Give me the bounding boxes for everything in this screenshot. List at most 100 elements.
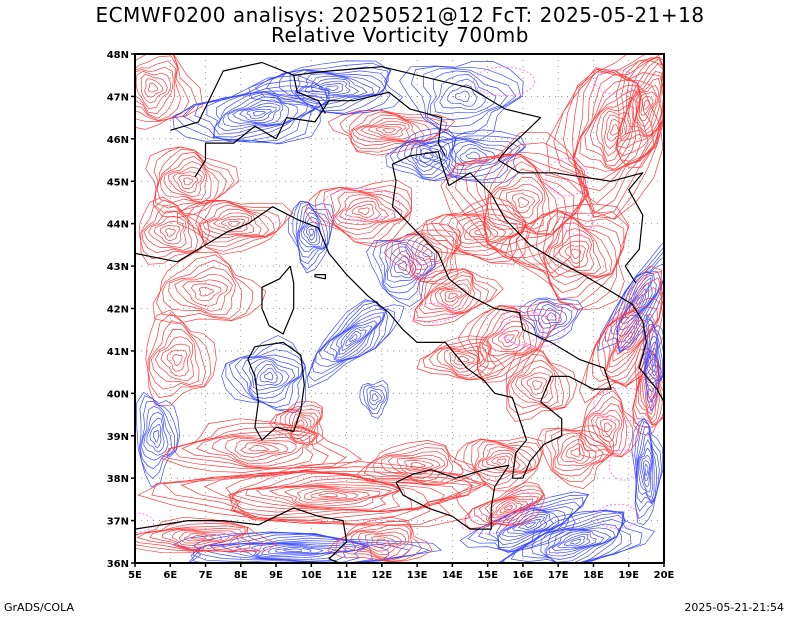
contour-line [300,217,320,246]
contour-line [505,343,577,422]
contour-line [179,531,223,544]
contour-line [635,85,660,128]
contour-line [418,243,438,261]
contour-line [234,439,289,458]
contour-line [182,85,330,143]
contour-line [154,336,194,382]
contour-line [297,207,327,252]
contour-line [499,502,518,513]
contour-line [620,58,664,142]
contour-line [521,372,552,399]
contour-line [643,314,664,412]
contour-line [150,329,200,385]
contour-line [422,339,497,381]
contour-line [572,69,660,192]
contour-line [422,248,433,258]
contour-line [289,69,386,109]
contour-line [254,62,392,116]
contour-line [646,335,660,380]
contour-line [642,460,651,482]
contour-line [228,349,306,408]
contour-line [162,529,239,549]
contour-line [411,236,448,271]
contour-line [492,325,524,350]
zero-contour [460,515,513,534]
contour-line [504,504,513,511]
contour-line [637,439,654,498]
contour-line [225,437,297,462]
contour-line [596,105,635,162]
contour-line [306,299,405,389]
contour-line [298,75,368,99]
contour-line [438,213,524,256]
contour-line [418,148,439,163]
contour-line [544,222,607,278]
contour-line [387,246,423,283]
contour-line [615,256,664,350]
contour-line [556,533,590,549]
contour-line [358,207,370,215]
contour-line [335,320,378,358]
contour-line [178,174,199,189]
contour-line [241,356,300,399]
contour-line [296,487,371,503]
zero-contour [473,66,536,97]
contour-line [160,343,191,377]
coastline [261,265,295,335]
contour-line [525,209,625,306]
contour-line [317,83,344,94]
contour-line [138,196,210,265]
contour-line [457,356,470,363]
contour-line [540,523,619,563]
contour-line [615,57,664,162]
coastline [194,91,446,178]
contour-line [421,196,528,265]
contour-line [279,69,388,112]
contour-line [572,67,664,214]
contour-line [533,300,573,334]
contour-line [433,74,497,115]
contour-line [372,239,435,300]
contour-line [180,471,487,524]
contour-line [606,309,655,374]
contour-line [349,334,358,343]
contour-line [644,318,664,403]
contour-line [149,528,244,550]
contour-line [430,208,527,261]
contour-line [294,71,381,106]
contour-line [384,243,429,288]
contour-line [599,419,617,437]
contour-line [318,308,387,363]
contour-line [570,248,581,259]
contour-line [524,521,536,528]
contour-line [597,241,664,352]
contour-line [159,225,181,241]
contour-line [140,74,168,104]
contour-line [245,481,402,510]
contour-line [396,136,454,179]
contour-line [165,228,176,237]
contour-line [240,442,280,455]
contour-line [415,239,443,266]
contour-line [531,380,543,391]
coastline [135,507,348,563]
zero-contour [608,449,638,481]
contour-line [644,323,664,393]
map-subtitle: Relative Vorticity 700mb [271,23,529,47]
contour-line [222,96,289,128]
contour-line [624,277,652,319]
contour-line [578,386,640,459]
contour-line [269,400,324,445]
contour-line [464,481,545,529]
contour-line [430,279,472,312]
contour-line [187,200,288,252]
contour-line [637,365,660,424]
contour-line [141,204,199,253]
contour-line [535,209,622,300]
zero-contour [500,305,542,346]
contour-line [363,384,388,415]
lon-tick-label: 19E [618,570,639,581]
zero-contour [562,211,593,235]
contour-line [365,533,403,552]
contour-line [620,325,636,349]
